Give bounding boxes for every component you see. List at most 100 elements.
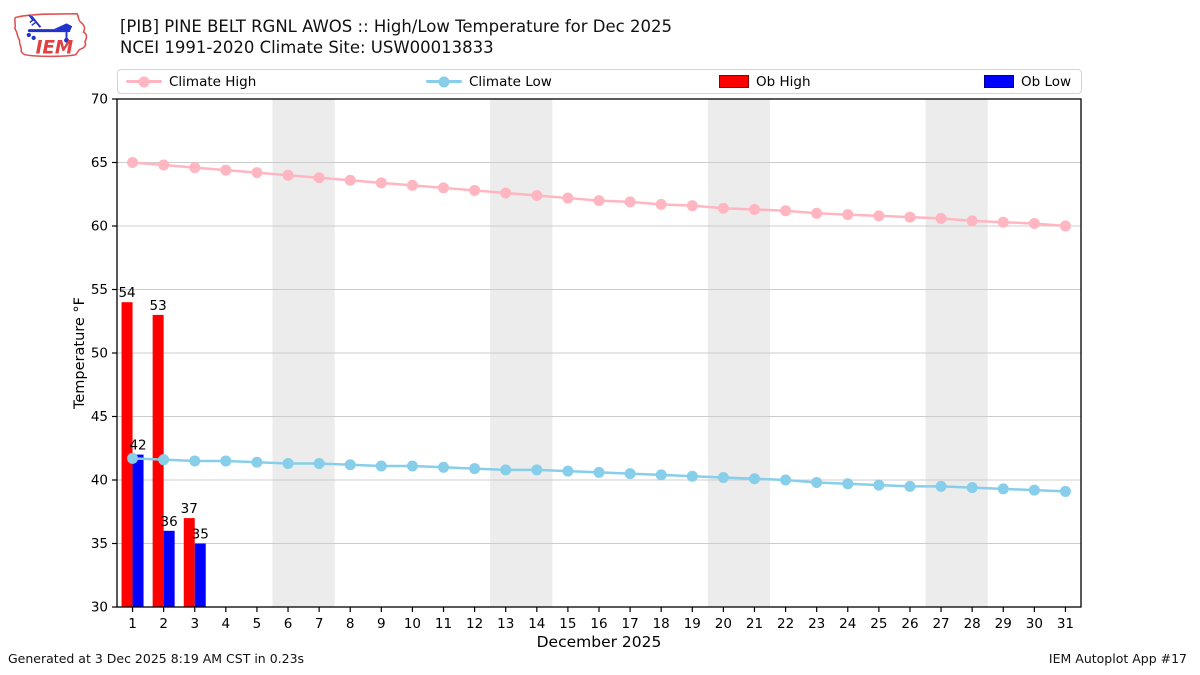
x-tick-label: 26 (901, 616, 918, 632)
climate-low-marker (127, 452, 139, 464)
x-tick-label: 29 (995, 616, 1012, 632)
climate-high-marker (873, 210, 885, 222)
x-tick-label: 18 (653, 616, 670, 632)
legend-item-climate-low: Climate Low (426, 70, 552, 93)
y-tick-label: 45 (91, 409, 108, 425)
climate-high-marker (655, 198, 667, 210)
ob-low-bar (132, 454, 144, 607)
y-tick-label: 35 (91, 536, 108, 552)
bar-value-label: 54 (118, 285, 135, 301)
legend-label: Ob High (756, 73, 811, 90)
y-tick-label: 70 (91, 92, 108, 108)
climate-high-marker (251, 167, 263, 179)
climate-low-marker (593, 466, 605, 478)
y-tick-label: 60 (91, 219, 108, 235)
x-tick-label: 28 (964, 616, 981, 632)
climate-low-marker (438, 461, 450, 473)
y-tick-label: 40 (91, 473, 108, 489)
logo-label: IEM (36, 37, 74, 58)
climate-low-marker (282, 457, 294, 469)
climate-low-marker (717, 471, 729, 483)
climate-high-marker (935, 212, 947, 224)
x-tick-label: 14 (528, 616, 545, 632)
page-subtitle: NCEI 1991-2020 Climate Site: USW00013833 (120, 38, 494, 57)
climate-low-marker (780, 474, 792, 486)
x-tick-label: 20 (715, 616, 732, 632)
climate-low-marker (220, 455, 232, 467)
climate-low-marker (935, 480, 947, 492)
x-tick-label: 13 (497, 616, 514, 632)
bar-value-label: 53 (150, 298, 167, 314)
bar-value-label: 36 (161, 514, 178, 530)
climate-high-marker (406, 179, 418, 191)
ob-low-bar (163, 530, 175, 607)
x-tick-label: 9 (377, 616, 386, 632)
climate-high-marker (1028, 217, 1040, 229)
x-tick-label: 17 (622, 616, 639, 632)
climate-high-marker (313, 172, 325, 184)
climate-high-series (127, 157, 1071, 232)
climate-high-marker (282, 169, 294, 181)
climate-low-marker (189, 455, 201, 467)
climate-high-marker (811, 207, 823, 219)
legend-label: Climate Low (469, 73, 552, 90)
x-tick-label: 7 (315, 616, 324, 632)
climate-low-marker (1028, 484, 1040, 496)
x-axis-ticks: 1 2 3 4 5 6 7 8 9 10 11 12 13 14 15 16 17 18 19 20 21 22 23 24 2… (128, 607, 1074, 632)
ob-high-bar (152, 314, 164, 607)
x-tick-label: 27 (932, 616, 949, 632)
x-tick-label: 16 (590, 616, 607, 632)
x-axis-label: December 2025 (536, 633, 662, 651)
legend-label: Ob Low (1021, 73, 1072, 90)
bar-value-label: 42 (129, 438, 146, 454)
climate-low-marker (531, 464, 543, 476)
y-gridlines (117, 162, 1081, 544)
climate-low-marker (344, 459, 356, 471)
climate-high-marker (189, 162, 201, 174)
x-tick-label: 11 (435, 616, 452, 632)
climate-low-marker (158, 454, 170, 466)
climate-low-line-swatch (426, 76, 462, 87)
y-axis-label: Temperature °F (72, 296, 88, 410)
climate-low-marker (313, 457, 325, 469)
climate-high-marker (438, 182, 450, 194)
x-tick-label: 5 (253, 616, 262, 632)
y-tick-label: 30 (91, 600, 108, 616)
y-tick-label: 55 (91, 282, 108, 298)
climate-low-marker (1059, 485, 1071, 497)
climate-low-marker (500, 464, 512, 476)
climate-high-marker (469, 184, 481, 196)
climate-low-marker (966, 482, 978, 494)
climate-low-marker (686, 470, 698, 482)
climate-low-marker (469, 463, 481, 475)
x-tick-label: 15 (559, 616, 576, 632)
x-tick-label: 24 (839, 616, 856, 632)
climate-high-marker (748, 203, 760, 215)
climate-high-marker (562, 192, 574, 204)
climate-high-marker (966, 215, 978, 227)
climate-high-marker (344, 174, 356, 186)
ob-high-bar (121, 302, 133, 607)
x-tick-label: 22 (777, 616, 794, 632)
climate-low-marker (811, 477, 823, 489)
footer-generated-text: Generated at 3 Dec 2025 8:19 AM CST in 0… (8, 651, 305, 666)
x-tick-label: 19 (684, 616, 701, 632)
climate-low-marker (655, 469, 667, 481)
x-tick-label: 4 (222, 616, 231, 632)
ob-high-patch-swatch (719, 75, 749, 88)
climate-high-marker (1059, 220, 1071, 232)
x-tick-label: 21 (746, 616, 763, 632)
climate-low-series (127, 452, 1071, 497)
wind-vane-icon (26, 14, 73, 43)
x-tick-label: 8 (346, 616, 355, 632)
ob-high-bar (183, 518, 195, 607)
x-tick-label: 3 (190, 616, 199, 632)
x-tick-label: 31 (1057, 616, 1074, 632)
climate-high-marker (997, 216, 1009, 228)
climate-high-line-swatch (126, 76, 162, 87)
x-tick-label: 25 (870, 616, 887, 632)
climate-low-marker-swatch (438, 76, 450, 87)
climate-high-marker (686, 200, 698, 212)
